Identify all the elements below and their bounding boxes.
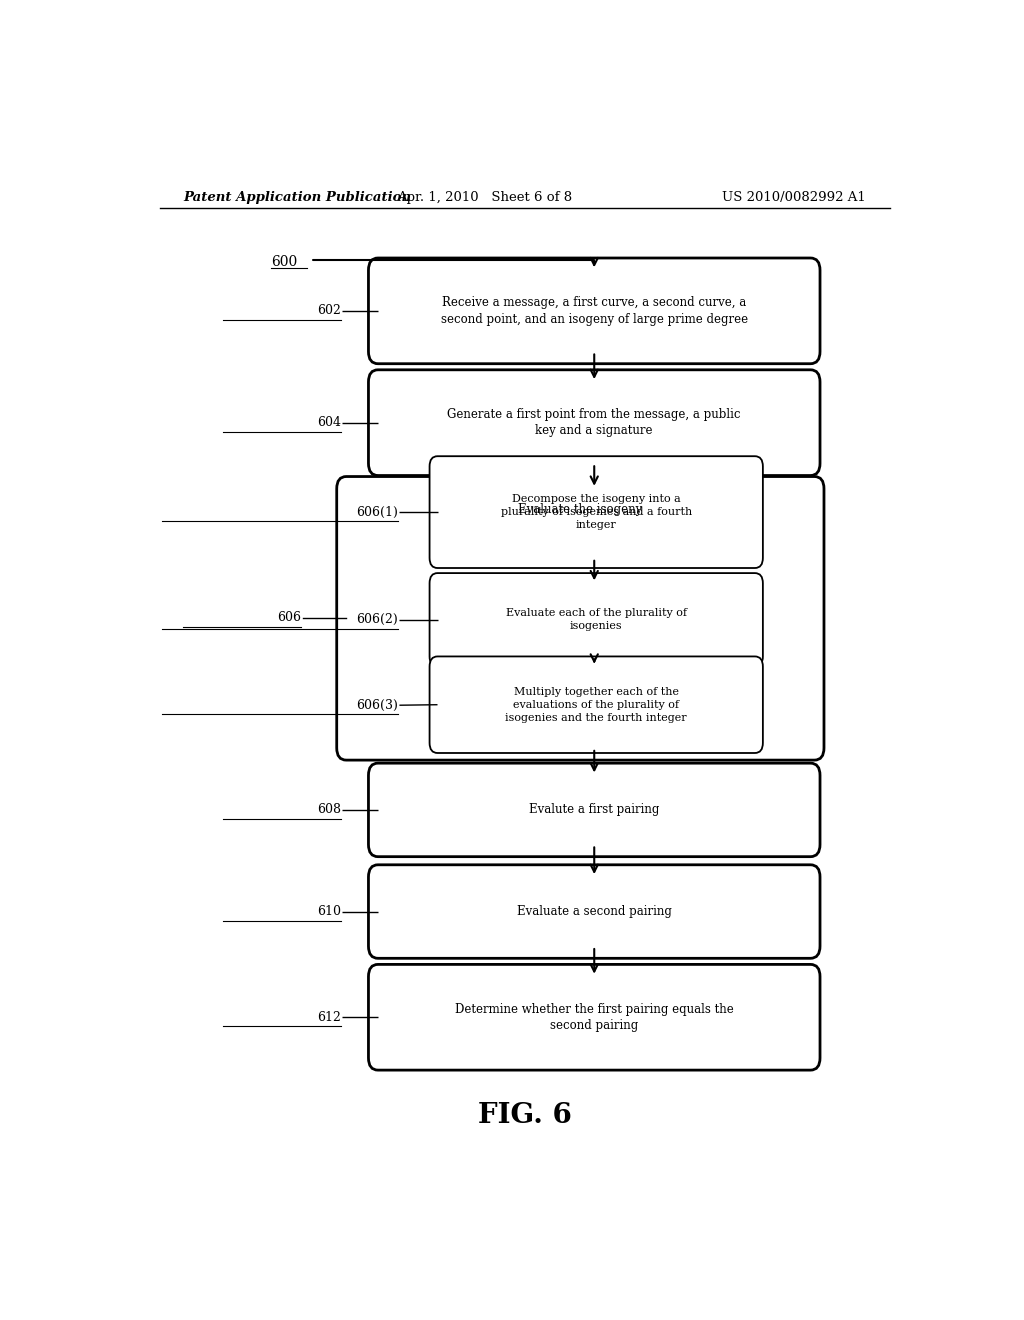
Text: 612: 612 — [316, 1011, 341, 1024]
Text: Multiply together each of the
evaluations of the plurality of
isogenies and the : Multiply together each of the evaluation… — [506, 686, 687, 722]
FancyBboxPatch shape — [430, 457, 763, 568]
Text: Evaluate each of the plurality of
isogenies: Evaluate each of the plurality of isogen… — [506, 609, 687, 631]
Text: 606(1): 606(1) — [356, 506, 397, 519]
Text: Evaluate a second pairing: Evaluate a second pairing — [517, 906, 672, 917]
Text: 606(3): 606(3) — [356, 698, 397, 711]
Text: Evalute a first pairing: Evalute a first pairing — [529, 804, 659, 816]
Text: Generate a first point from the message, a public
key and a signature: Generate a first point from the message,… — [447, 408, 741, 437]
Text: 610: 610 — [316, 906, 341, 917]
Text: 604: 604 — [316, 416, 341, 429]
Text: 600: 600 — [270, 255, 297, 269]
Text: 606(2): 606(2) — [356, 614, 397, 627]
FancyBboxPatch shape — [369, 257, 820, 364]
Text: FIG. 6: FIG. 6 — [478, 1102, 571, 1130]
Text: Evaluate the isogeny: Evaluate the isogeny — [518, 503, 642, 516]
Text: Decompose the isogeny into a
plurality of isogenies and a fourth
integer: Decompose the isogeny into a plurality o… — [501, 494, 692, 529]
Text: 608: 608 — [316, 804, 341, 816]
Text: Determine whether the first pairing equals the
second pairing: Determine whether the first pairing equa… — [455, 1002, 733, 1032]
Text: 606: 606 — [278, 611, 301, 624]
Text: US 2010/0082992 A1: US 2010/0082992 A1 — [722, 190, 866, 203]
Text: Receive a message, a first curve, a second curve, a
second point, and an isogeny: Receive a message, a first curve, a seco… — [440, 296, 748, 326]
FancyBboxPatch shape — [337, 477, 824, 760]
FancyBboxPatch shape — [430, 573, 763, 667]
FancyBboxPatch shape — [430, 656, 763, 752]
FancyBboxPatch shape — [369, 763, 820, 857]
Text: Apr. 1, 2010   Sheet 6 of 8: Apr. 1, 2010 Sheet 6 of 8 — [397, 190, 572, 203]
FancyBboxPatch shape — [369, 965, 820, 1071]
Text: 602: 602 — [316, 305, 341, 317]
FancyBboxPatch shape — [369, 370, 820, 475]
FancyBboxPatch shape — [369, 865, 820, 958]
Text: Patent Application Publication: Patent Application Publication — [183, 190, 412, 203]
